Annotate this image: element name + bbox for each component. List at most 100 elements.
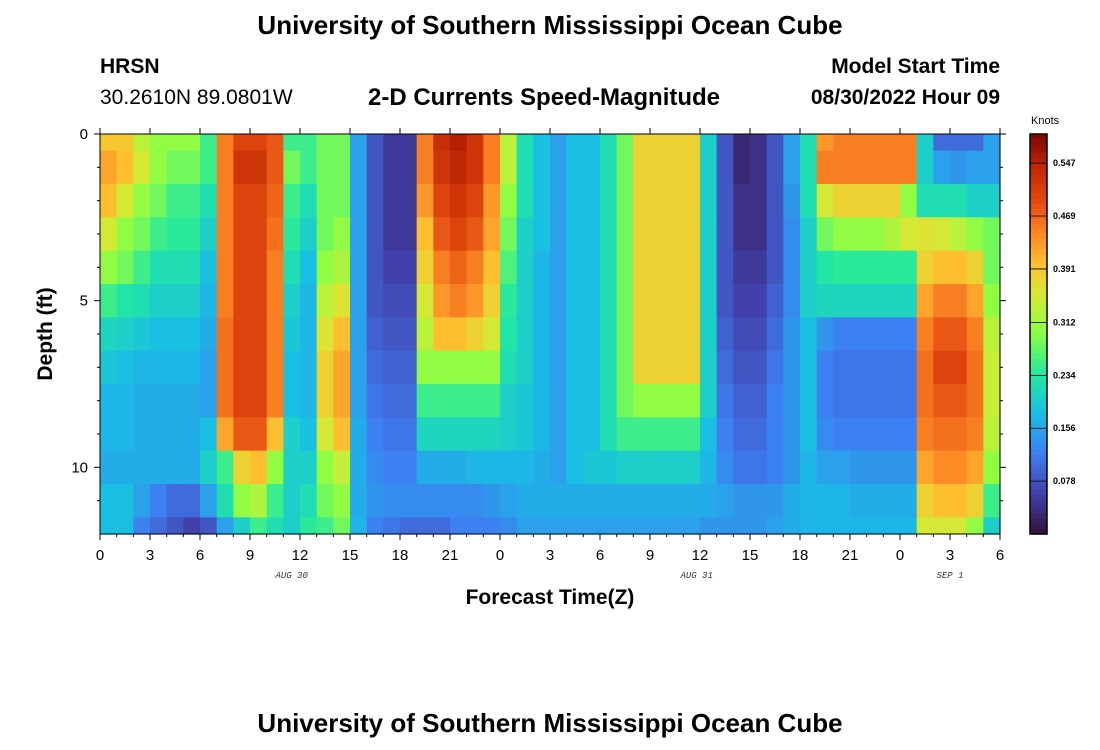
heatmap-cell: [616, 317, 634, 352]
heatmap-cell: [833, 417, 851, 452]
heatmap-cell: [150, 134, 168, 152]
colorbar-swatch: [1030, 319, 1047, 325]
heatmap-cell: [166, 250, 184, 285]
heatmap-cell: [916, 184, 934, 218]
heatmap-cell: [216, 134, 234, 152]
heatmap-cell: [166, 284, 184, 318]
heatmap-cell: [350, 450, 368, 485]
colorbar-swatch: [1030, 464, 1047, 470]
colorbar-swatch: [1030, 304, 1047, 310]
heatmap-cell: [366, 450, 384, 485]
heatmap-cell: [316, 350, 334, 385]
heatmap-cell: [183, 350, 201, 385]
heatmap-cell: [316, 517, 334, 535]
x-tick-label: 0: [96, 547, 104, 564]
heatmap-cell: [500, 450, 518, 485]
heatmap-cell: [466, 150, 484, 185]
colorbar-swatch: [1030, 239, 1047, 245]
heatmap-cell: [200, 150, 218, 185]
heatmap-cell: [583, 350, 601, 385]
heatmap-cell: [183, 317, 201, 352]
heatmap-cell: [116, 217, 134, 252]
heatmap-cell: [266, 317, 284, 352]
heatmap-cell: [866, 217, 884, 252]
heatmap-cell: [933, 517, 951, 535]
heatmap-cell: [716, 150, 734, 185]
heatmap-cell: [733, 517, 751, 535]
heatmap-cell: [150, 450, 168, 485]
heatmap-cell: [550, 284, 568, 318]
heatmap-cell: [283, 384, 301, 418]
heatmap-cell: [300, 217, 318, 252]
heatmap-cell: [950, 517, 968, 535]
heatmap-cell: [650, 450, 668, 485]
heatmap-cell: [583, 384, 601, 418]
heatmap-cell: [666, 484, 684, 518]
heatmap-cell: [316, 317, 334, 352]
heatmap-cell: [333, 217, 351, 252]
heatmap-cell: [566, 484, 584, 518]
heatmap-cell: [950, 484, 968, 518]
heatmap-cell: [566, 317, 584, 352]
heatmap-cell: [133, 284, 151, 318]
heatmap-cell: [400, 184, 418, 218]
heatmap-cell: [166, 517, 184, 535]
y-axis-title: Depth (ft): [34, 287, 57, 380]
colorbar-swatch: [1030, 519, 1047, 525]
heatmap-cell: [916, 284, 934, 318]
heatmap-cell: [616, 484, 634, 518]
heatmap-cell: [933, 450, 951, 485]
heatmap-cell: [833, 484, 851, 518]
heatmap-cell: [216, 484, 234, 518]
heatmap-cell: [716, 384, 734, 418]
heatmap-cell: [816, 317, 834, 352]
heatmap-cell: [183, 517, 201, 535]
heatmap-cell: [816, 217, 834, 252]
heatmap-cell: [100, 350, 118, 385]
heatmap-cell: [900, 350, 918, 385]
heatmap-cell: [433, 517, 451, 535]
heatmap-cell: [333, 484, 351, 518]
heatmap-cell: [616, 350, 634, 385]
heatmap-cell: [683, 484, 701, 518]
heatmap-cell: [516, 150, 534, 185]
colorbar-swatch: [1030, 134, 1047, 140]
heatmap-cell: [850, 417, 868, 452]
heatmap-cell: [866, 184, 884, 218]
heatmap-cell: [566, 284, 584, 318]
heatmap-cell: [566, 184, 584, 218]
heatmap-cell: [816, 150, 834, 185]
heatmap-cell: [733, 250, 751, 285]
colorbar-swatch: [1030, 339, 1047, 345]
heatmap-cell: [500, 417, 518, 452]
colorbar-frame: [1029, 133, 1048, 535]
heatmap-cell: [650, 350, 668, 385]
heatmap-cell: [533, 517, 551, 535]
heatmap-cell: [716, 350, 734, 385]
heatmap-cell: [266, 517, 284, 535]
heatmap-cell: [716, 517, 734, 535]
heatmap-cell: [116, 284, 134, 318]
heatmap-cell: [833, 184, 851, 218]
heatmap-cell: [216, 450, 234, 485]
heatmap-cell: [750, 484, 768, 518]
heatmap-cell: [483, 150, 501, 185]
plot-subtitle: 2-D Currents Speed-Magnitude: [368, 84, 721, 111]
heatmap-cell: [616, 150, 634, 185]
heatmap-cell: [433, 450, 451, 485]
heatmap-cell: [650, 150, 668, 185]
heatmap-cell: [450, 250, 468, 285]
heatmap-cell: [233, 417, 251, 452]
heatmap-cell: [533, 450, 551, 485]
heatmap-cell: [266, 150, 284, 185]
colorbar-swatch: [1030, 244, 1047, 250]
heatmap-cell: [350, 517, 368, 535]
date-label: AUG 31: [679, 571, 712, 581]
colorbar-swatch: [1030, 274, 1047, 280]
heatmap-cell: [733, 384, 751, 418]
heatmap-cell: [633, 517, 651, 535]
heatmap-cell: [750, 450, 768, 485]
heatmap-cell: [433, 284, 451, 318]
colorbar-swatch: [1030, 359, 1047, 365]
heatmap-cell: [166, 384, 184, 418]
